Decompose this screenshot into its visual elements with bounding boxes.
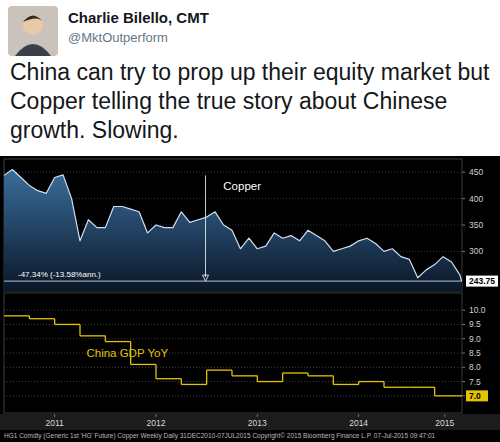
gdp-step — [131, 364, 156, 365]
gdp-step — [283, 372, 308, 373]
gdp-step — [105, 341, 130, 342]
avatar-hair — [23, 16, 43, 23]
grid-line — [4, 353, 462, 354]
tweet-line: Copper telling the true story about Chin… — [10, 88, 447, 114]
tweet-name: Charlie Bilello, CMT — [68, 9, 209, 26]
tweet-line: China can try to prop up their equity ma… — [10, 59, 490, 85]
change-arrow — [205, 175, 206, 277]
y-tick-label: 9.5 — [469, 319, 481, 329]
gdp-step — [207, 369, 232, 370]
panel-title: China GDP YoY — [86, 347, 168, 359]
x-axis-band — [0, 414, 500, 430]
gdp-step — [409, 387, 434, 388]
avatar-face — [23, 15, 43, 35]
y-tick-label: 350 — [469, 220, 483, 230]
y-tick-label: 400 — [469, 194, 483, 204]
grid-line — [4, 310, 462, 311]
change-annotation: -47.34% (-13.58%ann.) — [18, 270, 101, 279]
y-tick — [462, 225, 465, 226]
y-tick-label: 7.5 — [469, 377, 481, 387]
avatar-frame — [8, 6, 58, 56]
tweet-handle: @MktOutperform — [68, 30, 168, 45]
series-group — [4, 316, 462, 396]
copper-area — [4, 170, 462, 291]
grid-line — [4, 172, 462, 173]
y-tick — [462, 367, 465, 368]
panel-title: Copper — [223, 180, 261, 192]
avatar — [8, 6, 58, 56]
last-value-line — [4, 281, 462, 282]
last-value-box — [466, 276, 498, 287]
y-tick — [462, 381, 465, 382]
gdp-step — [4, 315, 29, 316]
y-tick-label: 450 — [469, 167, 483, 177]
y-tick — [462, 310, 465, 311]
footer: HG1 Comdty (Generic 1st 'HG' Future) Cop… — [4, 432, 436, 440]
y-tick — [462, 251, 465, 252]
plot-frame — [4, 159, 462, 291]
y-tick-label: 8.5 — [469, 348, 481, 358]
gdp-step — [384, 387, 409, 388]
gdp-step — [55, 324, 80, 325]
y-tick — [462, 324, 465, 325]
grid-line — [4, 338, 462, 339]
y-tick-label: 9.0 — [469, 334, 481, 344]
gdp-step-risers — [29, 316, 434, 396]
grid-line — [4, 395, 462, 396]
gdp-step — [80, 335, 105, 336]
y-tick-label: 8.0 — [469, 362, 481, 372]
y-tick — [462, 172, 465, 173]
avatar-body — [15, 44, 51, 56]
chart-background — [0, 156, 500, 442]
gdp-step — [29, 318, 54, 319]
plot-frame — [4, 293, 462, 413]
x-tick-label: 2011 — [46, 418, 65, 428]
tweet-line: growth. Slowing. — [10, 117, 179, 143]
last-value-label: 243.75 — [469, 276, 495, 286]
tweet-background — [0, 0, 500, 156]
grid-line — [4, 198, 462, 199]
gdp-step — [359, 381, 384, 382]
y-tick-label: 10.0 — [469, 305, 486, 315]
series-group — [4, 170, 462, 291]
grid-line — [4, 324, 462, 325]
x-tick-label: 2012 — [147, 418, 166, 428]
last-value-box — [466, 390, 488, 401]
change-arrow-head — [203, 275, 209, 281]
gdp-step — [232, 375, 257, 376]
page: Charlie Bilello, CMT @MktOutperform China … — [0, 0, 500, 442]
gdp-step — [257, 381, 282, 382]
gdp-step — [308, 375, 333, 376]
x-tick-label: 2015 — [435, 418, 454, 428]
gdp-step — [156, 378, 181, 379]
grid-line — [4, 367, 462, 368]
gdp-step — [333, 384, 358, 385]
y-tick — [462, 353, 465, 354]
y-tick — [462, 198, 465, 199]
y-tick-label: 7.0 — [469, 391, 481, 401]
gdp-step — [435, 395, 462, 396]
tweet-text: China can try to prop up their equity ma… — [10, 59, 490, 143]
grid-line — [4, 381, 462, 382]
y-tick-label: 300 — [469, 246, 483, 256]
x-tick-label: 2014 — [349, 418, 368, 428]
y-tick — [462, 395, 465, 396]
y-tick — [462, 338, 465, 339]
gdp-step — [181, 384, 206, 385]
x-tick-label: 2013 — [248, 418, 267, 428]
series-line — [4, 170, 462, 282]
